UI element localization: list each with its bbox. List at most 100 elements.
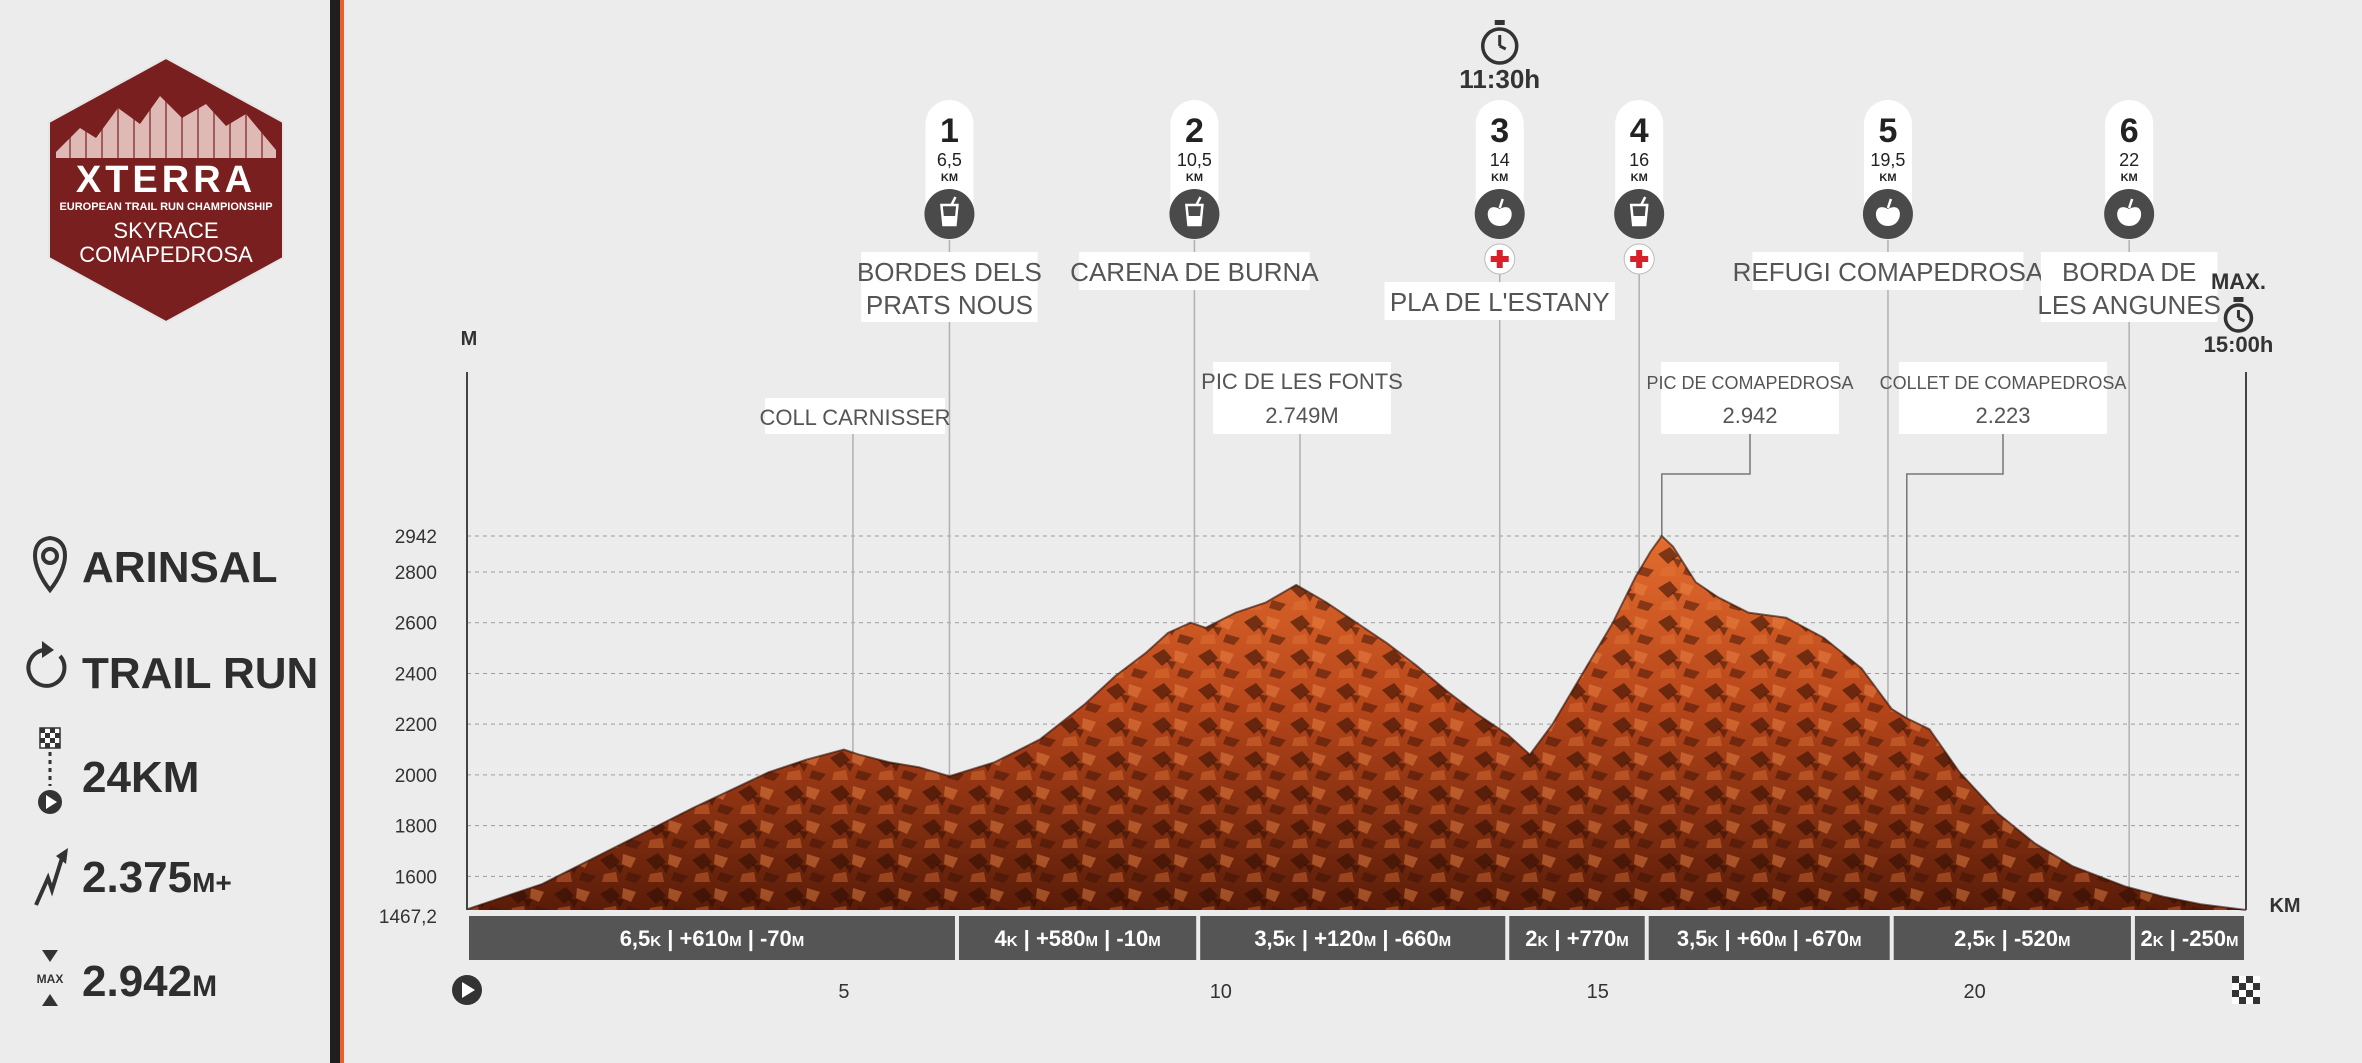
aid-station-name: PLA DE L'ESTANY	[1390, 287, 1610, 317]
segment-elevation-unit: M	[1148, 933, 1161, 950]
sidebar: XTERRA EUROPEAN TRAIL RUN CHAMPIONSHIP S…	[26, 0, 344, 1063]
segment-elevation-unit: M	[2058, 933, 2071, 950]
segment-separator: |	[1296, 926, 1314, 951]
aid-station-name-box	[1079, 252, 1310, 290]
segment-elevation-unit: M	[1439, 933, 1452, 950]
landmark-name: COLL CARNISSER	[759, 405, 950, 430]
aid-station-unit: KM	[1631, 172, 1648, 184]
sidebar-accent-stripe	[340, 0, 344, 1063]
landmark-box	[1661, 362, 1839, 434]
axes: M KM	[461, 328, 2301, 917]
apple-icon	[2117, 198, 2142, 226]
segment-elevation: -10	[1116, 926, 1148, 951]
segment-distance-unit: K	[650, 933, 661, 950]
sidebar-item-label: 24KM	[82, 753, 199, 802]
logo-race-line2: COMAPEDROSA	[79, 242, 253, 267]
aid-station-km: 16	[1629, 150, 1649, 170]
landmark-callout: COLLET DE COMAPEDROSA 2.223	[1880, 362, 2126, 434]
medical-cross-icon	[1623, 243, 1655, 275]
segment-label: 2K | -250M	[2140, 926, 2238, 951]
segment-block	[1648, 916, 1890, 960]
sidebar-item-elevation-gain: 2.375M+	[34, 848, 232, 906]
aid-station-name: BORDES DELS	[857, 257, 1042, 287]
landmark-name: PIC DE COMAPEDROSA	[1646, 373, 1853, 393]
sidebar-item-discipline: TRAIL RUN	[26, 641, 318, 698]
segment-elevation-unit: M	[792, 933, 805, 950]
segment-distance-unit: K	[1007, 933, 1018, 950]
landmark-callout: PIC DE COMAPEDROSA 2.942	[1646, 362, 1854, 434]
drink-icon	[940, 196, 959, 227]
aid-station-unit: KM	[2121, 172, 2138, 184]
y-tick-label: 2942	[395, 527, 437, 548]
landmark-altitude: 2.223	[1975, 403, 2030, 428]
segment-elevation-unit: M	[1086, 933, 1099, 950]
segment-distance-unit: K	[1285, 933, 1296, 950]
segment-bar: 6,5K | +610M | -70M 4K | +580M | -10M 3,5K…	[469, 916, 2244, 960]
aid-station-km: 22	[2119, 150, 2139, 170]
max-altitude-value: 2.942	[82, 957, 192, 1006]
aid-station-name: BORDA DE	[2062, 257, 2196, 287]
terrain-ridge-line	[466, 534, 2247, 911]
aid-station-km: 14	[1490, 150, 1510, 170]
apple-icon	[1875, 198, 1900, 226]
aid-station-name-box	[861, 252, 1038, 322]
y-tick-label: 1800	[395, 817, 437, 838]
segment-elevation: +770	[1567, 926, 1617, 951]
sidebar-divider	[330, 0, 340, 1063]
sidebar-item-distance: 24KM	[38, 727, 199, 814]
segment-block	[2134, 916, 2244, 960]
aid-station-number: 2	[1185, 112, 1204, 150]
y-tick-label: 2400	[395, 664, 437, 685]
logo-race-line1: SKYRACE	[113, 218, 218, 243]
segment-elevation-unit: M	[1774, 933, 1787, 950]
location-pin-icon	[33, 535, 67, 594]
callout-lines	[852, 240, 2130, 888]
segment-elevation: +120	[1314, 926, 1364, 951]
segment-block	[1509, 916, 1645, 960]
medical-cross-icon	[1484, 243, 1516, 275]
segment-elevation: +610	[680, 926, 730, 951]
y-tick-label: 2800	[395, 563, 437, 584]
callout-line	[1661, 434, 1751, 536]
segment-elevation: +60	[1737, 926, 1774, 951]
segment-label: 2,5K | -520M	[1954, 926, 2070, 951]
segment-separator: |	[1787, 926, 1805, 951]
aid-station-2: 210,5 KM CARENA DE BURNA	[1070, 100, 1319, 290]
landmark-altitude: 2.749M	[1265, 403, 1338, 428]
segment-separator: |	[2164, 926, 2182, 951]
segment-block	[958, 916, 1197, 960]
x-axis-label: KM	[2269, 895, 2300, 917]
segment-separator: |	[1098, 926, 1116, 951]
segment-separator: |	[1376, 926, 1394, 951]
y-tick-label: 1600	[395, 867, 437, 888]
segment-elevation: -70	[760, 926, 792, 951]
landmark-callout: PIC DE LES FONTS 2.749M	[1201, 362, 1403, 434]
elevation-gain-unit: M+	[192, 867, 232, 898]
aid-station-name: LES ANGUNES	[2037, 290, 2221, 320]
landmark-box	[1213, 362, 1391, 434]
segment-block	[1200, 916, 1506, 960]
x-tick-label: 15	[1587, 981, 1609, 1003]
max-altitude-icon: MAX	[37, 950, 63, 1006]
cutoff-times: 11:30h MAX. 15:00h	[1459, 20, 2273, 357]
segment-block	[1893, 916, 2131, 960]
cutoff-time: 11:30h	[1459, 20, 1540, 94]
segment-block	[469, 916, 955, 960]
y-axis-label: M	[461, 328, 478, 350]
segment-elevation-unit: M	[1364, 933, 1377, 950]
start-finish-icon	[38, 727, 62, 814]
segment-elevation-unit: M	[2226, 933, 2239, 950]
segment-distance-unit: K	[1708, 933, 1719, 950]
segment-separator: |	[742, 926, 760, 951]
aid-station-number: 6	[2120, 112, 2139, 150]
stopwatch-icon	[1480, 20, 1519, 65]
elevation-gain-icon	[34, 848, 68, 906]
aid-station-number: 5	[1878, 112, 1897, 150]
max-altitude-unit: M	[192, 970, 217, 1003]
segment-label: 3,5K | +60M | -670M	[1677, 926, 1862, 951]
segment-distance: 3,5	[1677, 926, 1708, 951]
y-tick-label: 1467,2	[379, 907, 437, 928]
